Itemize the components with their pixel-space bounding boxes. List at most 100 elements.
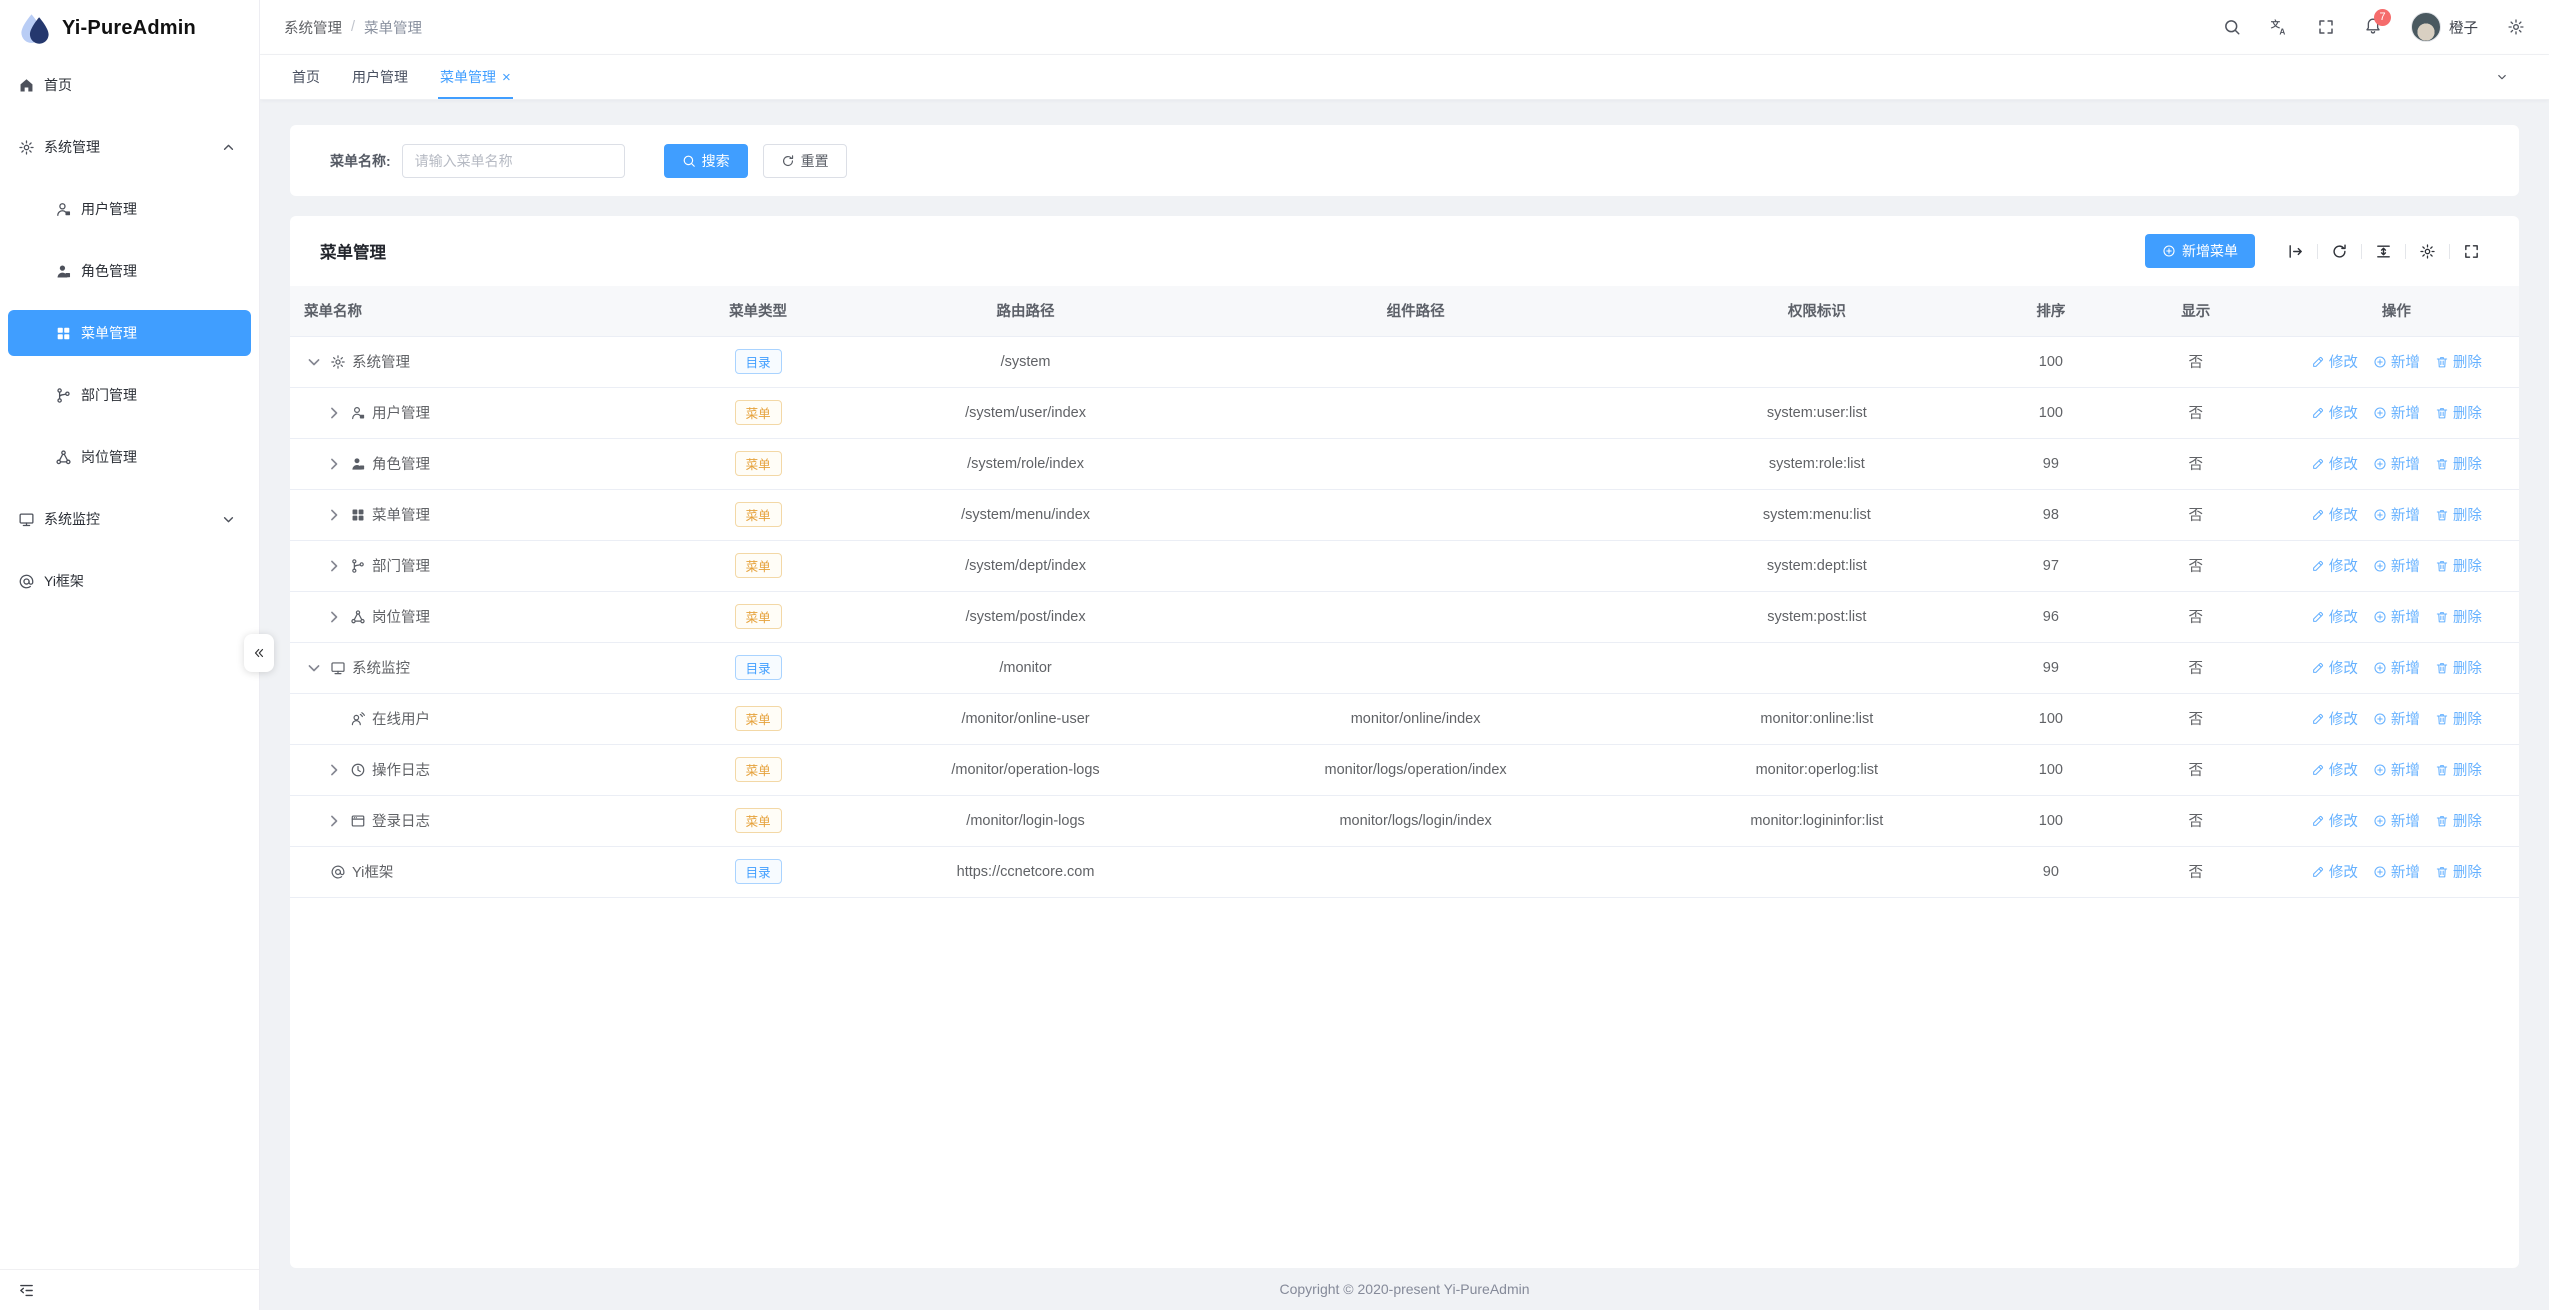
menu-fold-icon[interactable] — [18, 1282, 35, 1299]
settings-gear-icon[interactable] — [2507, 18, 2525, 36]
search-icon[interactable] — [2223, 18, 2241, 36]
expand--arrow-icon[interactable] — [324, 811, 344, 831]
tabs-dropdown-button[interactable] — [2485, 55, 2519, 99]
sidebar-item-1[interactable]: 首页 — [8, 62, 251, 108]
edit-link[interactable]: 修改 — [2311, 351, 2358, 372]
column-settings-icon[interactable] — [2406, 243, 2449, 260]
search-button[interactable]: 搜索 — [663, 143, 748, 178]
sidebar-item-2[interactable]: 系统管理 — [8, 124, 251, 170]
edit-link[interactable]: 修改 — [2311, 708, 2358, 729]
trash-icon — [2435, 457, 2449, 471]
trash-icon — [2435, 559, 2449, 573]
sidebar-item-4[interactable]: 角色管理 — [8, 248, 251, 294]
edit-link[interactable]: 修改 — [2311, 504, 2358, 525]
edit-link[interactable]: 修改 — [2311, 759, 2358, 780]
add-link[interactable]: 新增 — [2373, 402, 2420, 423]
menu-type-tag: 目录 — [734, 349, 782, 374]
expand-collapse-arrow-icon[interactable] — [304, 352, 324, 372]
menu-name-cell: 系统监控 — [290, 657, 647, 678]
delete-link[interactable]: 删除 — [2435, 606, 2482, 627]
edit-link[interactable]: 修改 — [2311, 402, 2358, 423]
menu-type-tag: 菜单 — [734, 706, 782, 731]
post-icon — [55, 449, 72, 466]
trash-icon — [2435, 712, 2449, 726]
tab-close-icon[interactable]: × — [502, 68, 511, 86]
delete-link[interactable]: 删除 — [2435, 657, 2482, 678]
delete-link[interactable]: 删除 — [2435, 555, 2482, 576]
sidebar-footer — [0, 1269, 259, 1310]
sidebar-item-7[interactable]: 岗位管理 — [8, 434, 251, 480]
delete-link[interactable]: 删除 — [2435, 810, 2482, 831]
reload-icon[interactable] — [2318, 243, 2361, 260]
user-menu[interactable]: 橙子 — [2411, 12, 2478, 42]
edit-link[interactable]: 修改 — [2311, 810, 2358, 831]
add-menu-button[interactable]: 新增菜单 — [2145, 234, 2255, 268]
breadcrumb-item[interactable]: 系统管理 — [284, 20, 342, 37]
edit-link[interactable]: 修改 — [2311, 453, 2358, 474]
delete-link[interactable]: 删除 — [2435, 708, 2482, 729]
notification-bell[interactable]: 7 — [2364, 8, 2391, 39]
sort-value: 100 — [1984, 387, 2118, 439]
add-link[interactable]: 新增 — [2373, 759, 2420, 780]
sidebar-item-5[interactable]: 菜单管理 — [8, 310, 251, 356]
tab-1[interactable]: 首页 — [290, 55, 322, 99]
add-link[interactable]: 新增 — [2373, 453, 2420, 474]
delete-link[interactable]: 删除 — [2435, 453, 2482, 474]
add-link[interactable]: 新增 — [2373, 861, 2420, 882]
density-icon[interactable] — [2362, 243, 2405, 260]
expand-collapse-arrow-icon[interactable] — [304, 658, 324, 678]
table-row-6: 岗位管理 菜单/system/post/index system:post:list… — [290, 591, 2519, 643]
add-link[interactable]: 新增 — [2373, 351, 2420, 372]
edit-link[interactable]: 修改 — [2311, 861, 2358, 882]
sidebar-item-9[interactable]: Yi框架 — [8, 558, 251, 604]
edit-link[interactable]: 修改 — [2311, 555, 2358, 576]
expand--arrow-icon[interactable] — [324, 403, 344, 423]
online-icon — [350, 711, 366, 727]
add-link[interactable]: 新增 — [2373, 810, 2420, 831]
delete-link[interactable]: 删除 — [2435, 402, 2482, 423]
expand--arrow-icon[interactable] — [324, 607, 344, 627]
sidebar-item-3[interactable]: 用户管理 — [8, 186, 251, 232]
permission-key: system:post:list — [1649, 591, 1984, 643]
show-value: 否 — [2117, 540, 2274, 592]
grid-icon — [55, 325, 72, 342]
sort-value: 98 — [1984, 489, 2118, 541]
expand-all-icon[interactable] — [2274, 243, 2317, 260]
delete-link[interactable]: 删除 — [2435, 861, 2482, 882]
username: 橙子 — [2449, 20, 2478, 37]
expand--arrow-icon[interactable] — [324, 760, 344, 780]
table-fullscreen-icon[interactable] — [2450, 243, 2493, 260]
menu-name: 菜单管理 — [372, 508, 430, 524]
reset-button[interactable]: 重置 — [762, 143, 847, 178]
delete-link[interactable]: 删除 — [2435, 351, 2482, 372]
expand--arrow-icon[interactable] — [324, 454, 344, 474]
tab-3[interactable]: 菜单管理 × — [438, 55, 513, 99]
breadcrumb-separator: / — [351, 19, 356, 35]
app-logo[interactable]: Yi-PureAdmin — [0, 0, 259, 57]
add-link[interactable]: 新增 — [2373, 555, 2420, 576]
monitor-icon — [330, 660, 346, 676]
row-actions: 修改 新增 删除 — [2274, 861, 2519, 882]
edit-link[interactable]: 修改 — [2311, 657, 2358, 678]
delete-link[interactable]: 删除 — [2435, 759, 2482, 780]
sidebar-item-6[interactable]: 部门管理 — [8, 372, 251, 418]
add-link[interactable]: 新增 — [2373, 606, 2420, 627]
sidebar-item-label: 菜单管理 — [81, 325, 137, 341]
show-value: 否 — [2117, 336, 2274, 388]
tab-2[interactable]: 用户管理 — [350, 55, 410, 99]
fullscreen-icon[interactable] — [2317, 18, 2335, 36]
edit-link[interactable]: 修改 — [2311, 606, 2358, 627]
menu-name-input[interactable] — [401, 143, 625, 178]
delete-link[interactable]: 删除 — [2435, 504, 2482, 525]
menu-name-cell: 岗位管理 — [290, 606, 647, 627]
add-link[interactable]: 新增 — [2373, 657, 2420, 678]
sidebar-collapse-handle[interactable] — [244, 634, 274, 672]
add-link[interactable]: 新增 — [2373, 708, 2420, 729]
expand--arrow-icon[interactable] — [324, 505, 344, 525]
expand--arrow-icon[interactable] — [324, 556, 344, 576]
add-link[interactable]: 新增 — [2373, 504, 2420, 525]
component-path: monitor/online/index — [1181, 693, 1650, 745]
sidebar-item-8[interactable]: 系统监控 — [8, 496, 251, 542]
row-actions: 修改 新增 删除 — [2274, 402, 2519, 423]
